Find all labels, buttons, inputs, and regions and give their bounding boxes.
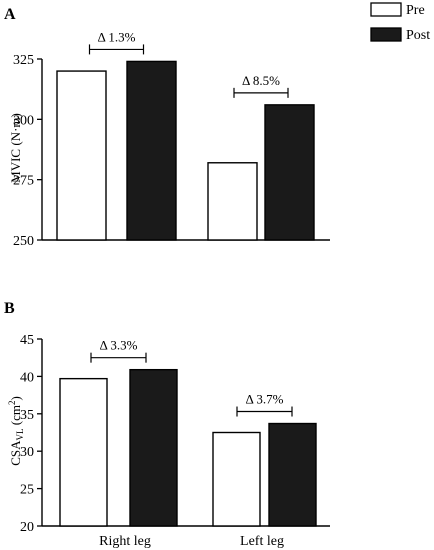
y-axis-title-b-sup: 2 (7, 401, 17, 406)
legend-swatch-post (370, 27, 402, 42)
y-tick-label-45: 45 (20, 333, 34, 348)
legend: Pre Post (370, 2, 430, 43)
y-axis-title-a: MVIC (N·m) (8, 113, 23, 183)
bar-pre-left-leg (212, 431, 261, 527)
delta-label-1: Δ 1.3% (98, 29, 136, 44)
bar-pre-right-leg (59, 377, 108, 527)
y-tick-label-40: 40 (20, 370, 34, 385)
y-tick-label-20: 20 (20, 520, 34, 535)
panel-letter-a: A (4, 6, 16, 23)
delta-label-2: Δ 3.7% (246, 392, 284, 407)
bar-pre-right-leg (56, 70, 107, 241)
y-tick-label-250: 250 (13, 234, 34, 249)
category-label-right-leg: Right leg (99, 534, 151, 549)
y-axis-title-b-unit-close: ) (8, 396, 23, 400)
delta-label-2: Δ 8.5% (242, 73, 280, 88)
y-axis-title-b-unit-open: (cm (8, 405, 23, 428)
y-tick-label-35: 35 (20, 408, 34, 423)
bar-post-left-leg (264, 104, 315, 241)
y-axis-title-b-main: CSA (8, 440, 23, 466)
y-tick-label-300: 300 (13, 113, 34, 128)
y-tick-label-25: 25 (20, 483, 34, 498)
category-labels: Right leg Left leg (99, 534, 284, 549)
y-tick-label-325: 325 (13, 53, 34, 68)
bar-post-left-leg (268, 422, 317, 527)
bar-pre-left-leg (207, 162, 258, 241)
plot-area-b: 20 25 30 35 40 45 Δ 3.3% Δ 3.7% (20, 333, 330, 535)
y-axis-title-b-sub: VL (15, 429, 25, 441)
bar-post-right-leg (129, 368, 178, 527)
y-axis-title-b: CSAVL (cm2) (7, 396, 25, 466)
plot-area-a: 250 275 300 325 Δ 1.3% Δ 8.5% (13, 29, 330, 249)
legend-swatch-pre (370, 2, 402, 17)
panel-a: A MVIC (N·m) 250 275 300 325 Δ 1.3% Δ 8.5% (4, 6, 330, 249)
y-tick-label-275: 275 (13, 174, 34, 189)
legend-label-pre: Pre (406, 3, 425, 18)
delta-label-1: Δ 3.3% (100, 338, 138, 353)
legend-label-post: Post (406, 28, 430, 43)
bar-post-right-leg (126, 60, 177, 241)
panel-b: B CSAVL (cm2) 20 25 30 35 40 45 Δ 3.3% Δ 3.7% (4, 300, 330, 535)
category-label-left-leg: Left leg (240, 534, 284, 549)
y-tick-label-30: 30 (20, 445, 34, 460)
panel-letter-b: B (4, 300, 15, 317)
